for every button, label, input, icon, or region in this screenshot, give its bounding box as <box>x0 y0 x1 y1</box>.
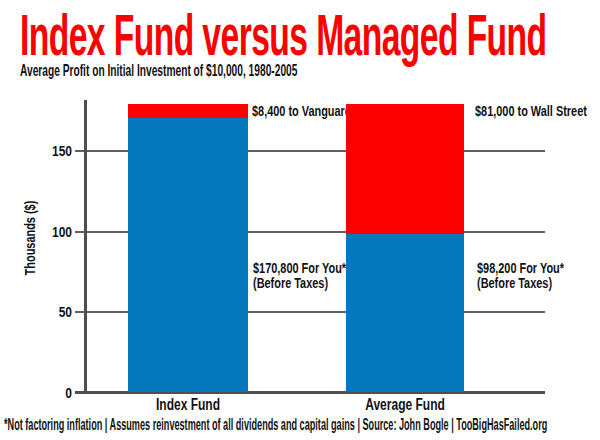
x-label-index-fund: Index Fund <box>128 397 248 413</box>
annotation-line: (Before Taxes) <box>477 276 564 291</box>
y-tick-label: 100 <box>36 223 72 241</box>
annotation-line: $98,200 For You* <box>477 261 564 276</box>
annotation-line: (Before Taxes) <box>253 276 346 291</box>
y-tick-label: 150 <box>36 142 72 160</box>
annotation-index-profit: $170,800 For You* (Before Taxes) <box>253 261 346 291</box>
bar-average-fund-fee-segment <box>346 104 464 234</box>
y-tick-label: 0 <box>36 384 72 402</box>
y-axis-line <box>84 100 87 394</box>
annotation-wallstreet-fee: $81,000 to Wall Street <box>475 104 587 119</box>
y-tick-label: 50 <box>36 303 72 321</box>
annotation-average-profit: $98,200 For You* (Before Taxes) <box>477 261 564 291</box>
poster: Index Fund versus Managed Fund Average P… <box>0 0 600 440</box>
annotation-vanguard-fee: $8,400 to Vanguard <box>252 104 352 119</box>
x-label-average-fund: Average Fund <box>345 397 465 413</box>
bar-chart: Thousands ($) $8,400 to Vanguard $81,000… <box>0 0 600 440</box>
annotation-line: $170,800 For You* <box>253 261 346 276</box>
bar-average-fund-profit-segment <box>346 234 464 392</box>
bar-index-fund-fee-segment <box>128 104 248 118</box>
bar-index-fund-profit-segment <box>128 118 248 393</box>
footnote: *Not factoring inflation | Assumes reinv… <box>4 416 547 434</box>
